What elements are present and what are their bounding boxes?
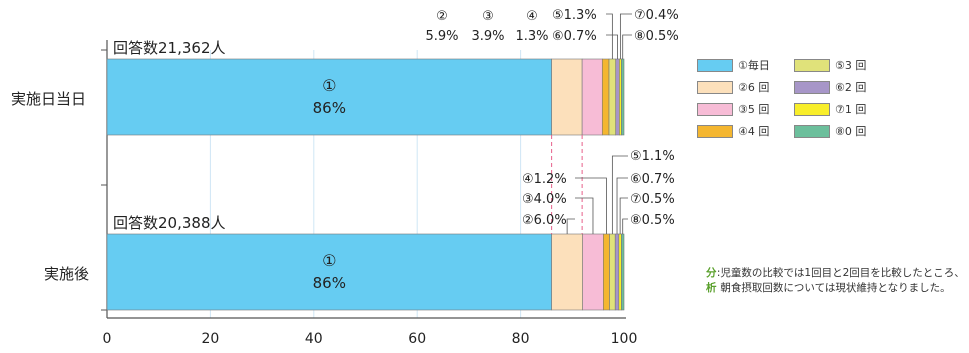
category-label-after: 実施後 (44, 265, 90, 283)
legend-swatch-8 (794, 124, 830, 138)
leader-bottom-8 (622, 218, 628, 234)
top-value-3: 1.3% (515, 29, 548, 44)
legend-item-8: ⑧0 回 (794, 123, 866, 139)
x-tick-label-20: 20 (201, 331, 219, 347)
legend-label-4: ④4 回 (738, 125, 770, 138)
leader-top-5 (606, 13, 613, 59)
bar-label-0-0: 86% (313, 99, 346, 117)
leader-bottom-4 (575, 177, 607, 234)
legend-label-8: ⑧0 回 (835, 125, 867, 138)
legend-swatch-1 (697, 58, 733, 72)
legend-swatch-5 (794, 58, 830, 72)
legend-label-2: ②6 回 (738, 81, 770, 94)
bar-segment-1-6 (618, 233, 622, 311)
bottom-label-4: ④1.2% (522, 172, 567, 187)
bottom-label-6: ⑥0.7% (630, 172, 675, 187)
response-count-1: 回答数20,388人 (113, 214, 226, 232)
legend-item-6: ⑥2 回 (794, 79, 866, 95)
x-tick-label-100: 100 (611, 331, 638, 347)
bar-segment-0-2 (581, 58, 603, 136)
bottom-label-3: ③4.0% (522, 192, 567, 207)
leader-top-7 (619, 13, 632, 59)
leader-bottom-6 (616, 177, 628, 234)
top-marker-1: ② (436, 9, 448, 24)
top-label-6: ⑥0.7% (552, 29, 597, 44)
bottom-label-7: ⑦0.5% (630, 192, 675, 207)
bar-segment-0-0 (106, 58, 552, 136)
legend-label-5: ⑤3 回 (835, 59, 867, 72)
legend-label-7: ⑦1 回 (835, 103, 867, 116)
bar-marker-1-0: ① (322, 251, 336, 270)
legend-swatch-7 (794, 102, 830, 116)
analysis-note: 分析: 児童数の比較では1回目と2回目を比較したところ、朝食摂取回数については現… (706, 267, 965, 294)
top-label-7: ⑦0.4% (634, 8, 679, 23)
bar-segment-1-2 (582, 233, 604, 311)
leader-bottom-3 (575, 197, 594, 234)
bar-segment-0-7 (621, 58, 625, 136)
analysis-label: 分析 (706, 267, 717, 294)
legend-swatch-2 (697, 80, 733, 94)
bottom-label-5: ⑤1.1% (630, 149, 675, 164)
legend-item-2: ②6 回 (697, 79, 769, 95)
x-tick-label-40: 40 (305, 331, 323, 347)
bottom-label-8: ⑧0.5% (630, 213, 675, 228)
bar-label-1-0: 86% (313, 274, 346, 292)
legend-label-3: ③5 回 (738, 103, 770, 116)
legend-swatch-3 (697, 102, 733, 116)
leader-top-8 (622, 34, 632, 59)
top-label-5: ⑤1.3% (552, 8, 597, 23)
bar-segment-1-7 (621, 233, 625, 311)
bar-segment-0-1 (551, 58, 583, 136)
top-value-2: 3.9% (471, 29, 504, 44)
legend-swatch-6 (794, 80, 830, 94)
leader-bottom-2 (566, 218, 575, 234)
x-tick-label-60: 60 (408, 331, 426, 347)
bottom-label-2: ②6.0% (522, 213, 567, 228)
bar-segment-1-1 (551, 233, 583, 311)
category-label-day-of: 実施日当日 (11, 90, 87, 108)
top-label-8: ⑧0.5% (634, 29, 679, 44)
bar-segment-1-3 (603, 233, 610, 311)
legend-label-1: ①毎日 (738, 59, 770, 72)
top-marker-2: ③ (482, 9, 494, 24)
bar-segment-1-4 (609, 233, 616, 311)
legend-swatch-4 (697, 124, 733, 138)
response-count-0: 回答数21,362人 (113, 39, 226, 57)
bar-marker-0-0: ① (322, 76, 336, 95)
legend-item-4: ④4 回 (697, 123, 769, 139)
bar-segment-0-3 (601, 58, 610, 136)
bar-segment-0-5 (615, 58, 620, 136)
analysis-text: 児童数の比較では1回目と2回目を比較したところ、朝食摂取回数については現状維持と… (720, 267, 965, 294)
legend-item-3: ③5 回 (697, 101, 769, 117)
leader-top-6 (606, 34, 618, 59)
legend-item-1: ①毎日 (697, 57, 770, 73)
bar-segment-0-4 (608, 58, 617, 136)
legend-item-5: ⑤3 回 (794, 57, 866, 73)
bar-segment-1-5 (614, 233, 620, 311)
legend-label-6: ⑥2 回 (835, 81, 867, 94)
bar-segment-1-0 (106, 233, 552, 311)
legend-item-7: ⑦1 回 (794, 101, 866, 117)
leader-bottom-5 (611, 155, 628, 234)
top-marker-3: ④ (526, 9, 538, 24)
top-value-1: 5.9% (425, 29, 458, 44)
bar-segment-0-6 (619, 58, 622, 136)
leader-bottom-7 (619, 197, 628, 234)
x-tick-label-80: 80 (512, 331, 530, 347)
x-tick-label-0: 0 (103, 331, 112, 347)
